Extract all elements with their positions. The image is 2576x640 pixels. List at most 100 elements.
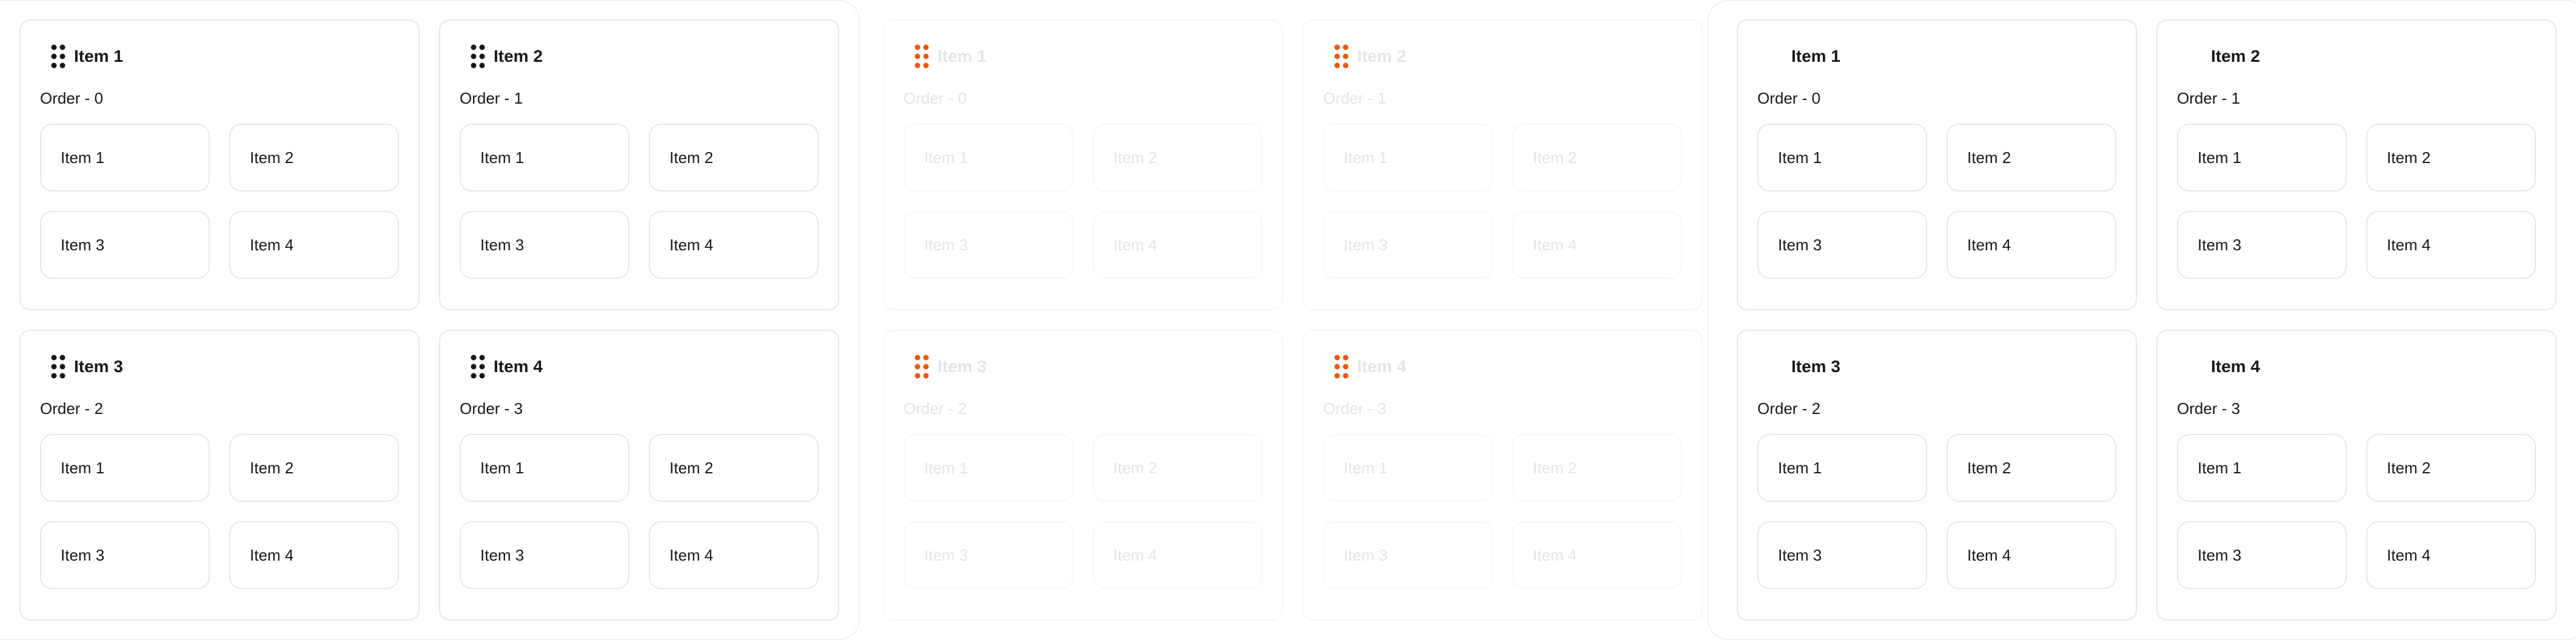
sortable-panel-dragging: Item 1 Order - 0 Item 1 Item 2 Item 3 It… — [864, 0, 1708, 640]
card-order: Order - 3 — [460, 399, 523, 418]
sub-item-tile[interactable]: Item 2 — [649, 434, 819, 502]
card-title: Item 4 — [1357, 357, 1406, 376]
card-order: Order - 3 — [2177, 399, 2241, 418]
sortable-panel-normal: Item 1 Order - 0 Item 1 Item 2 Item 3 It… — [0, 0, 844, 640]
drag-handle-icon[interactable] — [1333, 353, 1350, 380]
card-order: Order - 2 — [40, 399, 104, 418]
sub-item-tile[interactable]: Item 1 — [2177, 434, 2347, 502]
sub-item-tile[interactable]: Item 2 — [1512, 124, 1682, 192]
sortable-card[interactable]: Item 1 Order - 0 Item 1 Item 2 Item 3 It… — [1737, 19, 2137, 310]
sub-item-tile[interactable]: Item 1 — [1757, 434, 1927, 502]
card-title: Item 4 — [2211, 357, 2260, 376]
sub-item-tile[interactable]: Item 4 — [1512, 521, 1682, 589]
sub-item-tile[interactable]: Item 2 — [1947, 434, 2116, 502]
handle-placeholder — [1767, 353, 1784, 380]
sub-item-tile[interactable]: Item 3 — [1757, 211, 1927, 279]
sub-item-tile[interactable]: Item 4 — [229, 211, 399, 279]
sub-item-tile[interactable]: Item 4 — [649, 521, 819, 589]
sub-item-tile[interactable]: Item 3 — [2177, 521, 2347, 589]
sub-item-tile[interactable]: Item 1 — [460, 434, 629, 502]
card-title: Item 3 — [937, 357, 987, 376]
card-title: Item 3 — [74, 357, 123, 376]
handle-placeholder — [1767, 43, 1784, 70]
sub-item-tile[interactable]: Item 3 — [904, 521, 1073, 589]
sub-item-tile[interactable]: Item 3 — [460, 521, 629, 589]
sub-item-tile[interactable]: Item 3 — [1323, 211, 1493, 279]
card-order: Order - 2 — [1757, 399, 1821, 418]
card-order: Order - 0 — [40, 89, 104, 107]
sub-item-tile[interactable]: Item 2 — [1947, 124, 2116, 192]
sub-item-tile[interactable]: Item 2 — [1093, 124, 1263, 192]
drag-handle-icon[interactable] — [50, 43, 67, 70]
sortable-card[interactable]: Item 2 Order - 1 Item 1 Item 2 Item 3 It… — [2156, 19, 2557, 310]
sub-item-tile[interactable]: Item 3 — [1757, 521, 1927, 589]
sub-item-tile[interactable]: Item 1 — [2177, 124, 2347, 192]
sortable-card[interactable]: Item 4 Order - 3 Item 1 Item 2 Item 3 It… — [1303, 330, 1703, 621]
drag-handle-icon[interactable] — [913, 353, 930, 380]
sub-item-tile[interactable]: Item 1 — [40, 124, 210, 192]
panel-outline — [1708, 0, 2576, 640]
sub-item-tile[interactable]: Item 1 — [460, 124, 629, 192]
sub-item-tile[interactable]: Item 3 — [460, 211, 629, 279]
sub-item-tile[interactable]: Item 4 — [1947, 521, 2116, 589]
sub-item-tile[interactable]: Item 3 — [40, 521, 210, 589]
sub-item-tile[interactable]: Item 3 — [40, 211, 210, 279]
card-order: Order - 1 — [2177, 89, 2241, 107]
sortable-card[interactable]: Item 2 Order - 1 Item 1 Item 2 Item 3 It… — [1303, 19, 1703, 310]
panel-outline — [0, 0, 860, 640]
sub-item-tile[interactable]: Item 1 — [40, 434, 210, 502]
sub-item-tile[interactable]: Item 2 — [229, 434, 399, 502]
sub-item-tile[interactable]: Item 1 — [904, 434, 1073, 502]
sub-item-tile[interactable]: Item 2 — [649, 124, 819, 192]
drag-handle-icon[interactable] — [469, 353, 486, 380]
sub-item-tile[interactable]: Item 1 — [1757, 124, 1927, 192]
card-order: Order - 0 — [904, 89, 967, 107]
sortable-card[interactable]: Item 4 Order - 3 Item 1 Item 2 Item 3 It… — [2156, 330, 2557, 621]
sub-item-tile[interactable]: Item 3 — [2177, 211, 2347, 279]
sortable-card[interactable]: Item 2 Order - 1 Item 1 Item 2 Item 3 It… — [439, 19, 839, 310]
sub-item-tile[interactable]: Item 4 — [2366, 521, 2536, 589]
handle-placeholder — [2187, 43, 2204, 70]
card-title: Item 2 — [1357, 47, 1406, 65]
drag-handle-icon[interactable] — [50, 353, 67, 380]
sub-item-tile[interactable]: Item 4 — [1947, 211, 2116, 279]
sub-item-tile[interactable]: Item 2 — [1093, 434, 1263, 502]
card-title: Item 1 — [74, 47, 123, 65]
sub-item-tile[interactable]: Item 2 — [2366, 434, 2536, 502]
drag-handle-icon[interactable] — [913, 43, 930, 70]
sub-item-tile[interactable]: Item 1 — [1323, 124, 1493, 192]
card-order: Order - 1 — [1323, 89, 1387, 107]
card-title: Item 1 — [1791, 47, 1840, 65]
sub-item-tile[interactable]: Item 1 — [904, 124, 1073, 192]
card-order: Order - 2 — [904, 399, 967, 418]
sortable-card[interactable]: Item 3 Order - 2 Item 1 Item 2 Item 3 It… — [883, 330, 1283, 621]
sub-item-tile[interactable]: Item 1 — [1323, 434, 1493, 502]
card-title: Item 1 — [937, 47, 987, 65]
card-title: Item 2 — [494, 47, 543, 65]
sub-item-tile[interactable]: Item 3 — [1323, 521, 1493, 589]
sub-item-tile[interactable]: Item 4 — [649, 211, 819, 279]
card-order: Order - 1 — [460, 89, 523, 107]
sub-item-tile[interactable]: Item 2 — [1512, 434, 1682, 502]
sub-item-tile[interactable]: Item 2 — [229, 124, 399, 192]
sortable-card[interactable]: Item 4 Order - 3 Item 1 Item 2 Item 3 It… — [439, 330, 839, 621]
sortable-card[interactable]: Item 1 Order - 0 Item 1 Item 2 Item 3 It… — [883, 19, 1283, 310]
sub-item-tile[interactable]: Item 4 — [1093, 521, 1263, 589]
sub-item-tile[interactable]: Item 4 — [2366, 211, 2536, 279]
sub-item-tile[interactable]: Item 4 — [1512, 211, 1682, 279]
card-title: Item 3 — [1791, 357, 1840, 376]
card-order: Order - 3 — [1323, 399, 1387, 418]
drag-handle-icon[interactable] — [1333, 43, 1350, 70]
sortable-card[interactable]: Item 3 Order - 2 Item 1 Item 2 Item 3 It… — [1737, 330, 2137, 621]
sortable-panel-no-handle: Item 1 Order - 0 Item 1 Item 2 Item 3 It… — [1717, 0, 2561, 640]
sortable-card[interactable]: Item 3 Order - 2 Item 1 Item 2 Item 3 It… — [19, 330, 420, 621]
sub-item-tile[interactable]: Item 3 — [904, 211, 1073, 279]
sub-item-tile[interactable]: Item 2 — [2366, 124, 2536, 192]
sub-item-tile[interactable]: Item 4 — [229, 521, 399, 589]
sortable-card[interactable]: Item 1 Order - 0 Item 1 Item 2 Item 3 It… — [19, 19, 420, 310]
sub-item-tile[interactable]: Item 4 — [1093, 211, 1263, 279]
drag-handle-icon[interactable] — [469, 43, 486, 70]
card-title: Item 2 — [2211, 47, 2260, 65]
card-title: Item 4 — [494, 357, 543, 376]
card-order: Order - 0 — [1757, 89, 1821, 107]
